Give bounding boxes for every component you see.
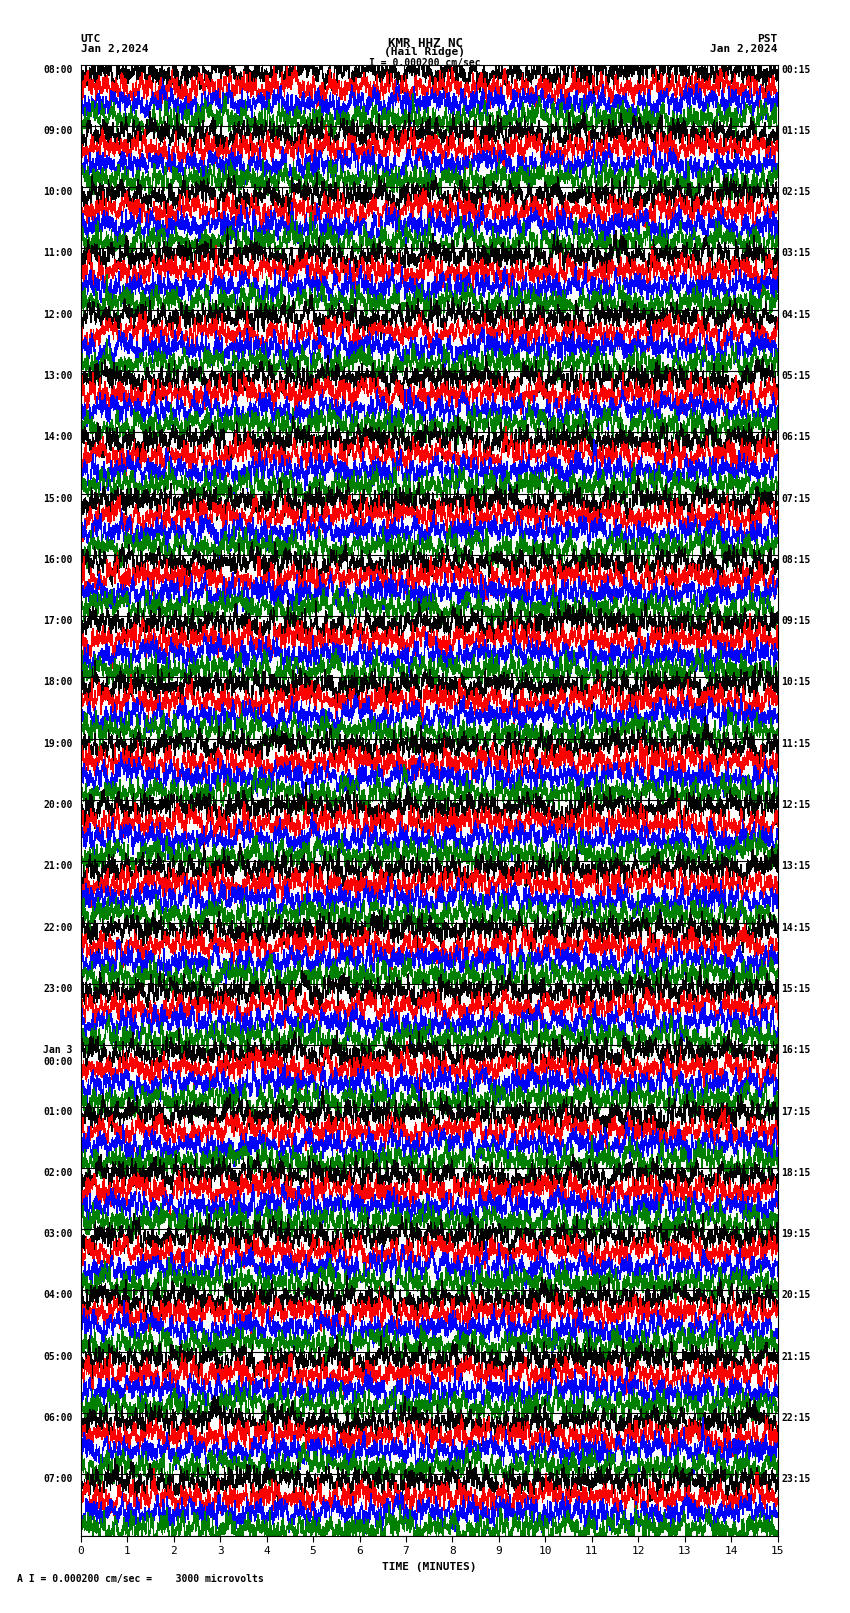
Text: 18:00: 18:00 <box>43 677 72 687</box>
Text: 22:00: 22:00 <box>43 923 72 932</box>
Text: 16:15: 16:15 <box>781 1045 811 1055</box>
Text: Jan 2,2024: Jan 2,2024 <box>81 44 148 53</box>
Text: 07:00: 07:00 <box>43 1474 72 1484</box>
Text: 13:15: 13:15 <box>781 861 811 871</box>
X-axis label: TIME (MINUTES): TIME (MINUTES) <box>382 1561 477 1571</box>
Text: 19:15: 19:15 <box>781 1229 811 1239</box>
Text: 12:15: 12:15 <box>781 800 811 810</box>
Text: 01:00: 01:00 <box>43 1107 72 1116</box>
Text: 18:15: 18:15 <box>781 1168 811 1177</box>
Text: 07:15: 07:15 <box>781 494 811 503</box>
Text: (Hail Ridge): (Hail Ridge) <box>384 47 466 56</box>
Text: 13:00: 13:00 <box>43 371 72 381</box>
Text: 04:00: 04:00 <box>43 1290 72 1300</box>
Text: 05:00: 05:00 <box>43 1352 72 1361</box>
Text: I = 0.000200 cm/sec: I = 0.000200 cm/sec <box>369 58 481 68</box>
Text: 22:15: 22:15 <box>781 1413 811 1423</box>
Text: 06:00: 06:00 <box>43 1413 72 1423</box>
Text: 20:15: 20:15 <box>781 1290 811 1300</box>
Text: 04:15: 04:15 <box>781 310 811 319</box>
Text: 23:15: 23:15 <box>781 1474 811 1484</box>
Text: PST: PST <box>757 34 778 44</box>
Text: KMR HHZ NC: KMR HHZ NC <box>388 37 462 50</box>
Text: 03:00: 03:00 <box>43 1229 72 1239</box>
Text: 08:00: 08:00 <box>43 65 72 74</box>
Text: Jan 2,2024: Jan 2,2024 <box>711 44 778 53</box>
Text: 12:00: 12:00 <box>43 310 72 319</box>
Text: Jan 3
00:00: Jan 3 00:00 <box>43 1045 72 1066</box>
Text: 14:15: 14:15 <box>781 923 811 932</box>
Text: 02:00: 02:00 <box>43 1168 72 1177</box>
Text: 11:00: 11:00 <box>43 248 72 258</box>
Text: 01:15: 01:15 <box>781 126 811 135</box>
Text: 10:00: 10:00 <box>43 187 72 197</box>
Text: 10:15: 10:15 <box>781 677 811 687</box>
Text: 23:00: 23:00 <box>43 984 72 994</box>
Text: 16:00: 16:00 <box>43 555 72 565</box>
Text: 03:15: 03:15 <box>781 248 811 258</box>
Text: 15:00: 15:00 <box>43 494 72 503</box>
Text: 08:15: 08:15 <box>781 555 811 565</box>
Text: 19:00: 19:00 <box>43 739 72 748</box>
Text: 02:15: 02:15 <box>781 187 811 197</box>
Text: 06:15: 06:15 <box>781 432 811 442</box>
Text: 11:15: 11:15 <box>781 739 811 748</box>
Text: UTC: UTC <box>81 34 101 44</box>
Text: 17:15: 17:15 <box>781 1107 811 1116</box>
Text: 15:15: 15:15 <box>781 984 811 994</box>
Text: 14:00: 14:00 <box>43 432 72 442</box>
Text: 05:15: 05:15 <box>781 371 811 381</box>
Text: 21:00: 21:00 <box>43 861 72 871</box>
Text: 09:00: 09:00 <box>43 126 72 135</box>
Text: 20:00: 20:00 <box>43 800 72 810</box>
Text: 00:15: 00:15 <box>781 65 811 74</box>
Text: A I = 0.000200 cm/sec =    3000 microvolts: A I = 0.000200 cm/sec = 3000 microvolts <box>17 1574 264 1584</box>
Text: 17:00: 17:00 <box>43 616 72 626</box>
Text: 09:15: 09:15 <box>781 616 811 626</box>
Text: 21:15: 21:15 <box>781 1352 811 1361</box>
